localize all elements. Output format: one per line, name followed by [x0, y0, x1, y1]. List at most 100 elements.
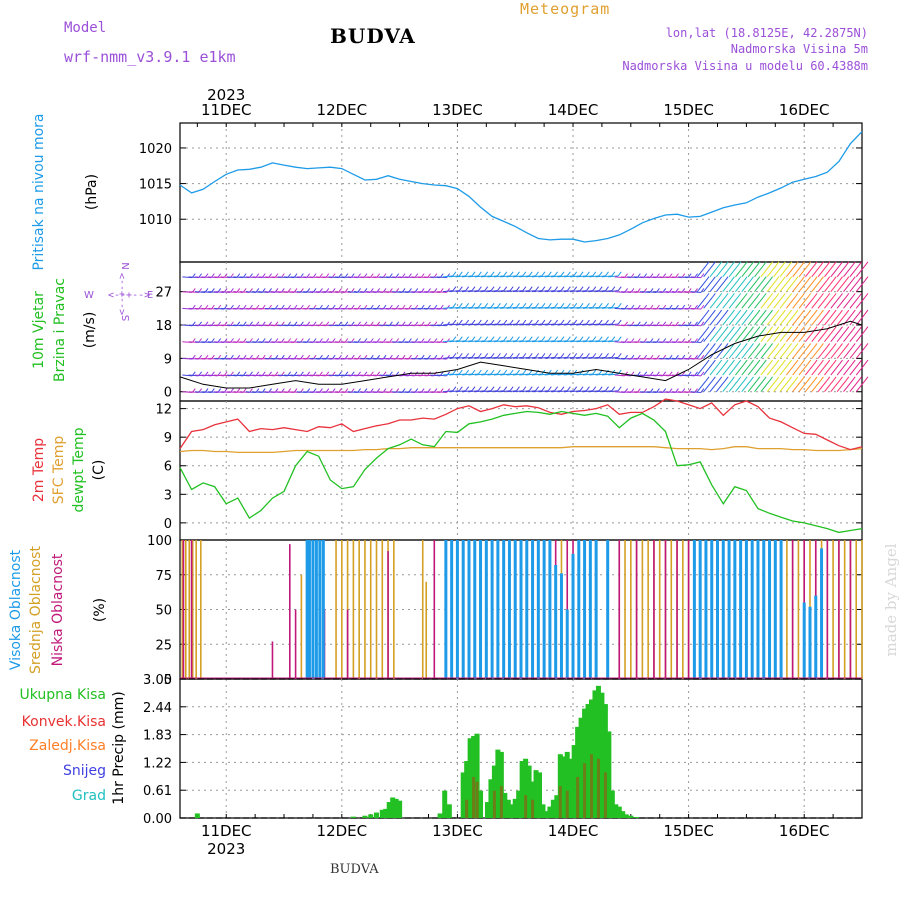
wind-barb — [855, 380, 866, 393]
pressure-line — [179, 131, 863, 243]
wind-barb — [411, 324, 422, 327]
wind-barb — [798, 280, 809, 292]
wind-barb — [220, 374, 231, 377]
wind-barb-flag — [756, 376, 761, 382]
wind-barb-flag — [750, 343, 754, 348]
wind-barb — [741, 347, 751, 359]
wind-barb-flag — [547, 386, 552, 392]
wind-barb — [652, 324, 663, 327]
wind-barb — [239, 324, 250, 327]
wind-barb-flag — [781, 261, 786, 267]
wind-barb — [258, 341, 269, 343]
wind-barb — [785, 265, 796, 278]
wind-barb-flag — [617, 271, 622, 277]
watermark: made by Angel — [882, 543, 900, 656]
wind-barb — [646, 357, 657, 360]
wind-barb — [531, 306, 542, 309]
wind-barb — [779, 347, 790, 359]
wind-barb — [601, 275, 612, 278]
wind-barb — [233, 374, 244, 377]
wind-barb-flag — [617, 286, 622, 291]
ytick-label-3-1: 25 — [155, 638, 172, 653]
wind-barb — [728, 280, 739, 292]
wind-barb-flag — [503, 319, 508, 325]
wind-barb — [398, 291, 409, 293]
wind-barb — [652, 391, 663, 394]
wind-barb — [252, 291, 263, 293]
wind-barb — [506, 390, 517, 393]
wind-barb — [544, 390, 555, 393]
wind-barb — [334, 291, 345, 293]
wind-barb-flag — [705, 359, 710, 365]
wind-barb-flag — [813, 293, 818, 298]
wind-barb-flag — [807, 276, 812, 281]
wind-barb — [544, 290, 555, 293]
wind-barb-flag — [839, 343, 843, 348]
wind-barb — [601, 290, 612, 293]
wind-barb — [779, 265, 790, 278]
wind-barb — [804, 265, 815, 278]
wind-barb-flag — [756, 293, 761, 298]
wind-barb — [379, 324, 390, 327]
wind-barb — [652, 357, 663, 360]
wind-barb-flag — [566, 336, 571, 341]
wind-barb — [824, 347, 834, 359]
wind-barb — [703, 297, 713, 309]
wind-barb-flag — [813, 309, 818, 315]
wind-barb — [226, 276, 237, 279]
wind-barb-flag — [586, 386, 590, 392]
wind-barb — [817, 347, 828, 359]
wind-barb — [271, 374, 282, 377]
wind-barb-flag — [452, 286, 457, 291]
wind-barb-flag — [509, 353, 514, 358]
wind-barb — [366, 307, 377, 310]
precip-legend-3: Snijeg — [63, 763, 106, 779]
wind-barb-flag — [497, 369, 501, 375]
wind-barb-flag — [858, 261, 862, 267]
wind-barb — [500, 390, 511, 393]
wind-barb-flag — [794, 309, 799, 315]
wind-barb-flag — [554, 303, 559, 308]
wind-barb-flag — [800, 326, 805, 332]
wind-barb — [614, 341, 625, 343]
wind-barb — [493, 275, 504, 278]
wind-barb — [608, 290, 619, 293]
wind-barb — [194, 391, 206, 394]
wind-barb — [614, 391, 625, 394]
wind-barb — [239, 391, 250, 394]
wind-barb-flag — [743, 276, 748, 281]
wind-barb-flag — [586, 353, 590, 358]
wind-barb-flag — [705, 309, 710, 315]
wind-barb — [741, 265, 751, 278]
wind-barb — [233, 291, 244, 293]
wind-barb — [296, 391, 307, 394]
ytick-label-1-2: 18 — [155, 319, 172, 334]
wind-barb — [512, 373, 523, 376]
wind-barb — [188, 276, 199, 279]
wind-barb-flag — [700, 273, 705, 278]
rain-conv-bar — [472, 776, 476, 818]
wind-barb-flag — [820, 343, 824, 348]
wind-barb — [538, 356, 549, 359]
wind-barb — [563, 275, 574, 278]
wind-barb — [436, 374, 447, 377]
rain-total-bar — [460, 772, 466, 818]
wind-barb-flag — [781, 343, 786, 348]
wind-barb-flag — [769, 376, 773, 382]
wind-barb — [423, 357, 434, 360]
cloud-unit: (%) — [92, 598, 108, 622]
wind-barb — [608, 275, 619, 278]
temp2m-line — [179, 398, 863, 451]
wind-barb — [328, 291, 339, 293]
wind-barb — [804, 330, 815, 343]
wind-barb-flag — [820, 309, 824, 315]
wind-barb-flag — [845, 309, 850, 315]
wind-barb-flag — [718, 376, 723, 382]
wind-barb — [353, 276, 364, 279]
wind-barb — [633, 341, 644, 343]
wind-barb — [347, 341, 358, 343]
wind-barb — [665, 341, 676, 343]
wind-barb — [252, 324, 263, 327]
wind-barb — [595, 306, 606, 309]
wind-barb — [347, 307, 358, 310]
